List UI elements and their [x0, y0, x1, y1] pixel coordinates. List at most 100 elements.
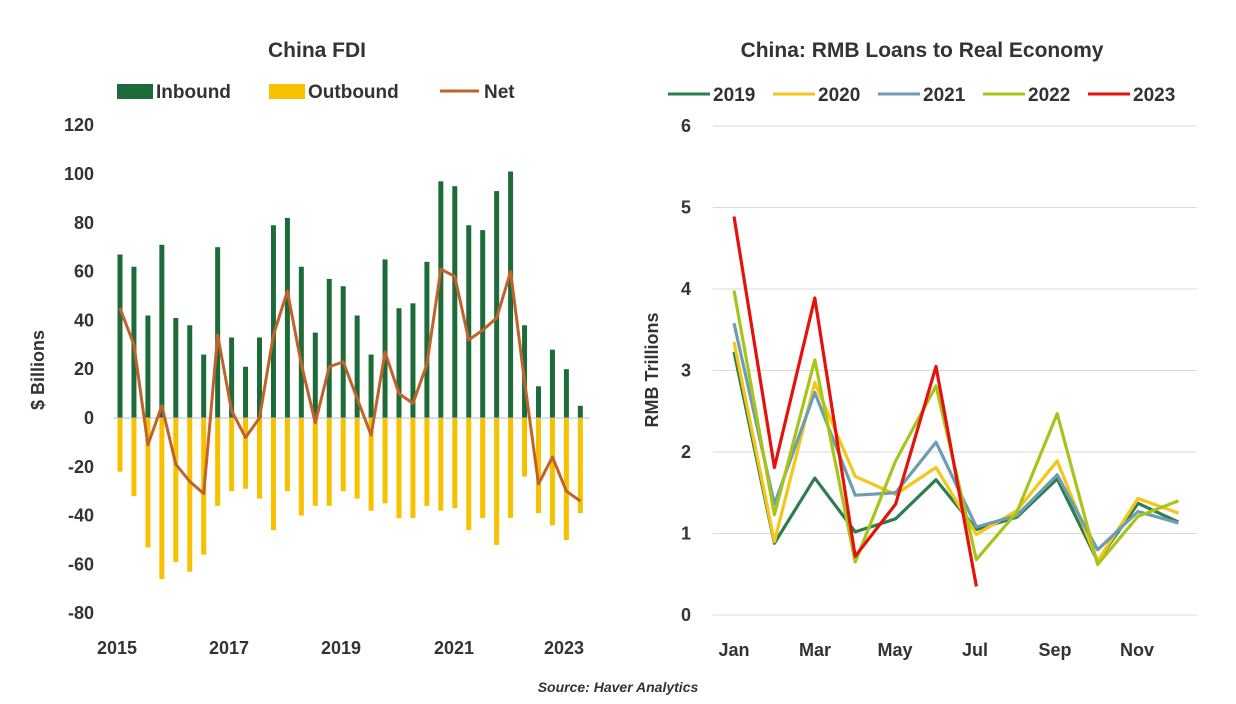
loans-ytick-3: 3	[681, 361, 691, 381]
inbound-bar	[257, 337, 262, 418]
fdi-ytick-9: -60	[68, 554, 94, 574]
outbound-bar	[159, 418, 165, 580]
loans-xtick-3: Jul	[962, 640, 988, 660]
inbound-bar	[563, 369, 569, 418]
outbound-bar	[257, 418, 262, 499]
outbound-bar	[382, 418, 388, 504]
fdi-ytick-5: 20	[74, 359, 94, 379]
inbound-bar	[549, 349, 555, 418]
outbound-bar	[215, 418, 221, 506]
inbound-bar	[577, 405, 583, 418]
fdi-ytick-0: 120	[64, 115, 94, 135]
legend-label-inbound: Inbound	[156, 82, 231, 103]
outbound-bar	[424, 418, 430, 506]
inbound-bar	[117, 254, 123, 418]
loans-xtick-4: Sep	[1038, 640, 1071, 660]
outbound-bar	[340, 418, 346, 492]
fdi-ytick-10: -80	[68, 603, 94, 623]
fdi-xtick-2: 2019	[321, 638, 361, 658]
outbound-bar	[508, 418, 514, 519]
outbound-bar	[368, 418, 374, 511]
outbound-bar	[173, 418, 179, 562]
inbound-bar	[424, 261, 430, 418]
loans-series-lines	[732, 216, 1180, 587]
fdi-chart-title: China FDI	[268, 39, 366, 62]
outbound-bar	[563, 418, 569, 540]
inbound-bar	[466, 225, 472, 418]
inbound-bar	[354, 315, 360, 418]
loans-xtick-5: Nov	[1120, 640, 1154, 660]
outbound-bar	[536, 418, 541, 514]
outbound-bar	[396, 418, 402, 519]
source-note: Source: Haver Analytics	[538, 679, 699, 695]
outbound-bar	[480, 418, 486, 519]
outbound-bar	[187, 418, 193, 572]
inbound-bar	[340, 286, 346, 418]
inbound-bar	[201, 354, 207, 418]
fdi-ytick-3: 60	[74, 262, 94, 282]
inbound-bar	[312, 332, 318, 418]
loans-ylabel: RMB Trillions	[642, 312, 662, 427]
inbound-bar	[159, 244, 165, 418]
inbound-bar	[438, 181, 444, 418]
inbound-bar	[270, 225, 276, 418]
loans-ytick-5: 1	[681, 524, 691, 544]
outbound-bar	[577, 418, 583, 514]
outbound-bar	[270, 418, 276, 531]
inbound-bar	[368, 354, 374, 418]
loans-ytick-4: 2	[681, 442, 691, 462]
inbound-bar	[480, 230, 486, 418]
inbound-bar	[173, 317, 179, 418]
inbound-bar	[187, 325, 193, 418]
legend-label-2023: 2023	[1133, 85, 1175, 106]
legend-label-2022: 2022	[1028, 85, 1070, 106]
series-line-2023	[732, 216, 978, 587]
loans-chart: China: RMB Loans to Real Economy 2019 20…	[642, 39, 1197, 660]
fdi-legend: Inbound Outbound Net	[117, 82, 515, 103]
legend-label-2021: 2021	[923, 85, 966, 106]
inbound-bar	[452, 186, 458, 418]
inbound-bar	[215, 247, 221, 418]
outbound-bar	[466, 418, 472, 531]
outbound-bar	[549, 418, 555, 526]
fdi-ytick-6: 0	[84, 408, 94, 428]
outbound-bar	[243, 418, 249, 489]
loans-ytick-2: 4	[681, 279, 691, 299]
loans-ytick-6: 0	[681, 605, 691, 625]
outbound-bar	[229, 418, 235, 492]
series-line-2019	[732, 351, 1180, 563]
inbound-bar	[229, 337, 235, 418]
outbound-bar	[145, 418, 151, 548]
outbound-bar	[326, 418, 332, 506]
outbound-bar	[298, 418, 304, 516]
outbound-bar	[354, 418, 360, 499]
fdi-ytick-1: 100	[64, 164, 94, 184]
outbound-bar	[131, 418, 137, 497]
outbound-bar	[117, 418, 123, 472]
loans-legend: 2019 2020 2021 2022 2023	[668, 85, 1175, 106]
fdi-xtick-4: 2023	[544, 638, 584, 658]
legend-label-2020: 2020	[818, 85, 860, 106]
inbound-bar	[298, 266, 304, 418]
loans-xtick-2: May	[877, 640, 912, 660]
inbound-bar	[396, 308, 402, 418]
outbound-bar	[312, 418, 318, 506]
loans-gridlines	[713, 125, 1197, 616]
outbound-bar	[410, 418, 416, 519]
outbound-bar	[452, 418, 458, 509]
fdi-ylabel: $ Billions	[28, 330, 48, 410]
fdi-ytick-7: -20	[68, 457, 94, 477]
inbound-bar	[494, 191, 500, 418]
outbound-bar	[284, 418, 290, 492]
fdi-ytick-8: -40	[68, 506, 94, 526]
inbound-bar	[243, 366, 249, 418]
legend-label-net: Net	[484, 82, 515, 103]
inbound-bar	[145, 315, 151, 418]
inbound-bar	[508, 171, 514, 418]
inbound-bar	[410, 303, 416, 418]
inbound-bar	[536, 386, 541, 418]
inbound-bar	[284, 217, 290, 418]
fdi-net-line	[118, 267, 582, 503]
loans-ytick-0: 6	[681, 116, 691, 136]
